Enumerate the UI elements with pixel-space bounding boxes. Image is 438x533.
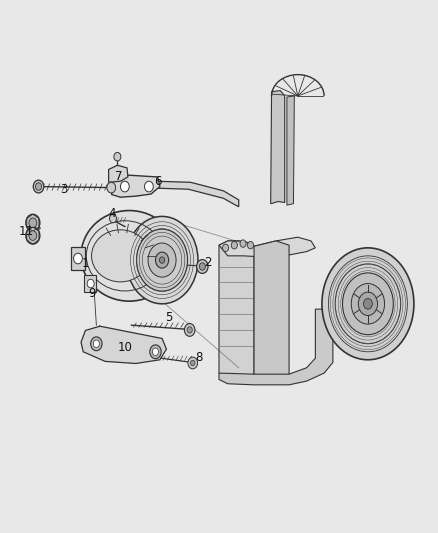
Circle shape [247,241,254,249]
Circle shape [187,327,192,333]
Text: 2: 2 [204,256,212,269]
Circle shape [93,340,99,348]
Circle shape [26,227,40,244]
Circle shape [191,360,195,366]
Polygon shape [254,241,289,377]
Circle shape [26,214,40,231]
Circle shape [197,260,208,273]
Circle shape [74,253,82,264]
Circle shape [155,252,169,268]
Polygon shape [219,241,254,379]
Polygon shape [219,309,333,385]
Circle shape [87,279,94,288]
Text: 3: 3 [60,183,67,196]
Circle shape [231,241,237,249]
Circle shape [223,244,229,252]
Text: 8: 8 [196,351,203,364]
Circle shape [145,181,153,192]
Circle shape [150,345,161,359]
Circle shape [110,214,117,223]
Circle shape [364,298,372,309]
Ellipse shape [81,211,177,301]
Circle shape [358,292,378,316]
Circle shape [188,357,198,369]
Circle shape [107,182,116,193]
Circle shape [343,273,393,335]
Text: 4: 4 [108,207,116,220]
Circle shape [184,324,195,336]
Circle shape [322,248,414,360]
Circle shape [29,231,37,240]
Circle shape [152,348,159,356]
Circle shape [120,181,129,192]
Polygon shape [109,165,128,182]
Circle shape [199,263,205,270]
Text: 5: 5 [165,311,172,324]
Circle shape [240,240,246,247]
Circle shape [351,284,385,324]
Circle shape [114,152,121,161]
Text: 9: 9 [88,287,96,300]
Text: 7: 7 [114,171,122,183]
Ellipse shape [92,230,149,282]
Polygon shape [287,96,294,205]
Bar [71,247,85,270]
Circle shape [91,337,102,351]
Circle shape [137,229,187,291]
Text: 6: 6 [154,175,162,188]
Polygon shape [271,91,285,204]
Circle shape [159,257,165,263]
Circle shape [126,216,198,304]
Polygon shape [155,181,239,207]
Circle shape [33,180,44,193]
Text: 1: 1 [81,257,89,270]
Text: 11: 11 [19,225,34,238]
Circle shape [35,183,42,190]
Circle shape [148,243,176,277]
Text: 10: 10 [117,341,132,354]
Polygon shape [81,326,166,364]
Circle shape [29,218,37,228]
Polygon shape [112,175,160,197]
Polygon shape [219,237,315,257]
Bar [84,275,96,292]
